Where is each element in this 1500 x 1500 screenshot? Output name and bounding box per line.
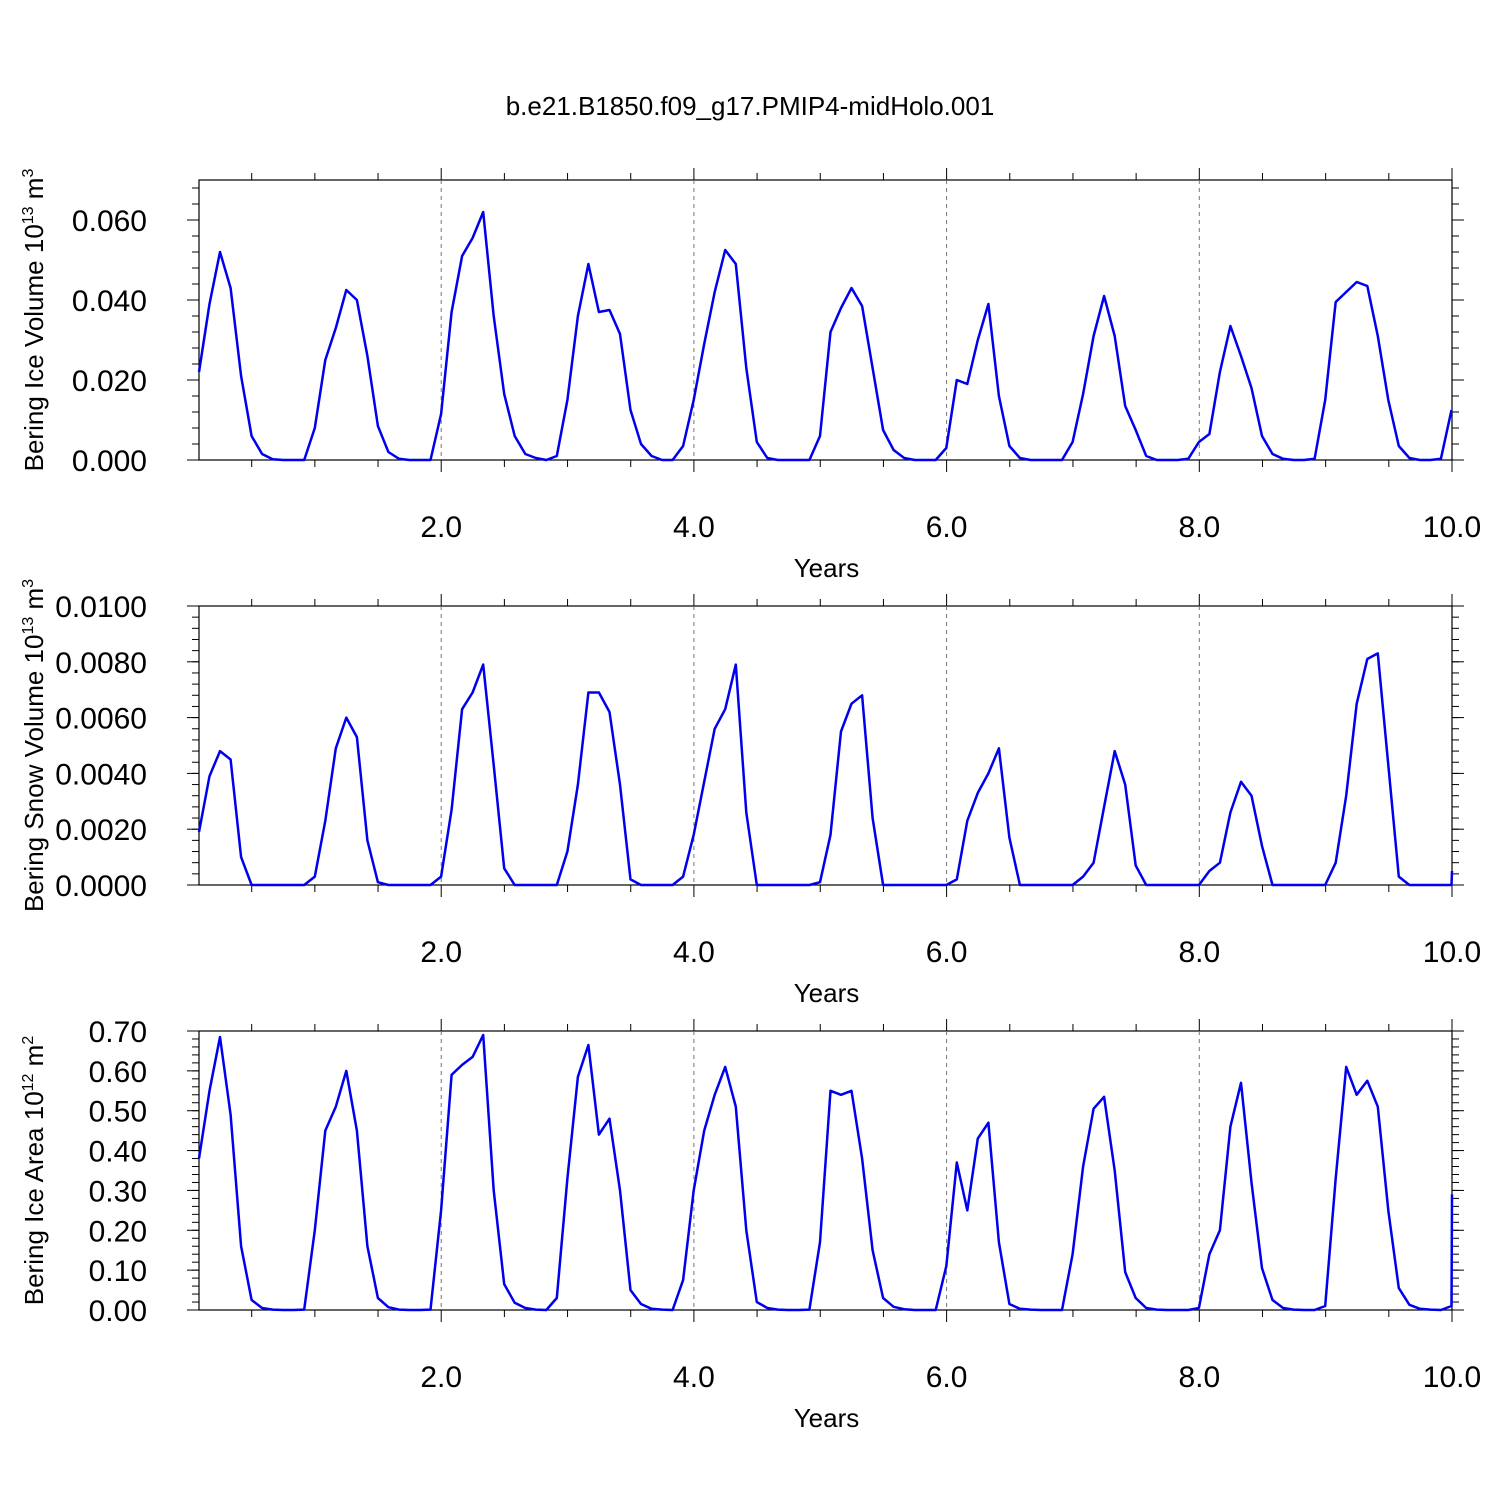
y-tick-label: 0.0000 — [55, 870, 147, 903]
x-tick-label: 8.0 — [1178, 936, 1220, 969]
x-tick-label: 2.0 — [420, 511, 462, 544]
y-tick-label: 0.0060 — [55, 703, 147, 736]
x-tick-label: 6.0 — [926, 1361, 968, 1394]
x-tick-label: 10.0 — [1423, 1361, 1481, 1394]
panel-snow-volume: 2.0 4.0 6.0 8.0 10.0 0.0000 0.0020 0.0040 0.0060… — [19, 579, 1481, 1008]
figure-title: b.e21.B1850.f09_g17.PMIP4-midHolo.001 — [506, 91, 995, 121]
y-axis-label: Bering Ice Volume 1013 m3 — [19, 169, 49, 472]
y-tick-label: 0.30 — [89, 1175, 147, 1208]
y-tick-label: 0.0040 — [55, 758, 147, 791]
plot-frame — [198, 179, 1453, 461]
x-tick-label: 2.0 — [420, 1361, 462, 1394]
y-tick-label: 0.0020 — [55, 814, 147, 847]
x-tick-label: 10.0 — [1423, 936, 1481, 969]
x-tick-label: 6.0 — [926, 511, 968, 544]
y-axis-label-unit: m — [19, 1045, 49, 1074]
y-axis-label-exp: 13 — [20, 617, 37, 635]
x-tick-label: 2.0 — [420, 936, 462, 969]
y-axis-label-exp: 12 — [20, 1073, 37, 1091]
y-tick-label: 0.40 — [89, 1136, 147, 1169]
y-tick-label: 0.00 — [89, 1295, 147, 1328]
y-axis-label: Bering Snow Volume 1013 m3 — [19, 579, 49, 912]
y-axis-label-unit-exp: 2 — [20, 1036, 37, 1045]
y-axis-label-main: Bering Ice Volume 10 — [19, 224, 49, 471]
x-tick-label: 8.0 — [1178, 1361, 1220, 1394]
panel-ice-volume: 2.0 4.0 6.0 8.0 10.0 0.000 0.020 0.040 0.060 Year… — [19, 168, 1481, 583]
plot-frame — [198, 605, 1453, 886]
series-line — [197, 652, 1454, 887]
y-axis-label-unit-exp: 3 — [20, 169, 37, 178]
x-axis-label: Years — [794, 1403, 860, 1433]
y-axis-label-unit-exp: 3 — [20, 579, 37, 588]
y-tick-label: 0.000 — [72, 445, 147, 478]
y-axis-label-main: Bering Snow Volume 10 — [19, 635, 49, 913]
x-tick-label: 6.0 — [926, 936, 968, 969]
y-tick-label: 0.70 — [89, 1016, 147, 1049]
x-tick-label: 4.0 — [673, 1361, 715, 1394]
y-tick-label: 0.10 — [89, 1255, 147, 1288]
y-tick-label: 0.0100 — [55, 591, 147, 624]
x-tick-label: 4.0 — [673, 511, 715, 544]
y-tick-label: 0.040 — [72, 285, 147, 318]
y-axis-label-exp: 13 — [20, 206, 37, 224]
y-axis-label: Bering Ice Area 1012 m2 — [19, 1036, 49, 1306]
x-tick-label: 10.0 — [1423, 511, 1481, 544]
y-axis-label-main: Bering Ice Area 10 — [19, 1091, 49, 1305]
x-axis-label: Years — [794, 553, 860, 583]
y-tick-label: 0.50 — [89, 1096, 147, 1129]
x-axis-label: Years — [794, 978, 860, 1008]
y-tick-label: 0.60 — [89, 1056, 147, 1089]
x-tick-label: 8.0 — [1178, 511, 1220, 544]
series-line — [197, 1033, 1454, 1312]
y-tick-label: 0.20 — [89, 1215, 147, 1248]
y-axis-label-unit: m — [19, 178, 49, 207]
plot-frame — [198, 1030, 1453, 1311]
y-axis-label-unit: m — [19, 588, 49, 617]
series-line — [197, 210, 1453, 462]
y-tick-label: 0.0080 — [55, 647, 147, 680]
y-tick-label: 0.020 — [72, 365, 147, 398]
x-tick-label: 4.0 — [673, 936, 715, 969]
y-tick-label: 0.060 — [72, 205, 147, 238]
panel-ice-area: 2.0 4.0 6.0 8.0 10.0 0.00 0.10 0.20 0.30 0.40 0.50… — [19, 1016, 1481, 1433]
